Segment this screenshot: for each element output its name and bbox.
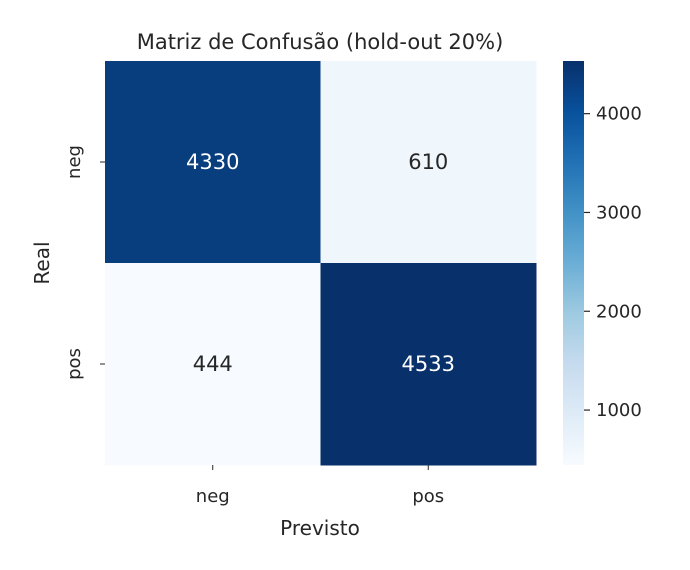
x-tick-label: pos bbox=[412, 486, 444, 507]
cell-value-label: 4533 bbox=[402, 352, 455, 376]
cell-value-label: 4330 bbox=[186, 150, 239, 174]
colorbar-tick-label: 1000 bbox=[596, 400, 642, 421]
heatmap-cells: 4330 610 444 4533 bbox=[105, 61, 537, 466]
x-tick-label: neg bbox=[196, 486, 230, 507]
colorbar-tick-label: 3000 bbox=[596, 202, 642, 223]
colorbar bbox=[563, 61, 584, 465]
x-axis-label: Previsto bbox=[280, 516, 360, 540]
y-tick-label: pos bbox=[64, 348, 85, 380]
y-tick-label: neg bbox=[64, 145, 85, 179]
y-axis-label: Real bbox=[30, 241, 54, 284]
colorbar-ticks: 1000 2000 3000 4000 bbox=[584, 104, 642, 421]
heatmap-cell-neg-pos bbox=[320, 61, 537, 264]
heatmap-cell-neg-neg bbox=[105, 61, 321, 264]
cell-value-label: 610 bbox=[408, 150, 448, 174]
heatmap-cell-pos-pos bbox=[320, 263, 537, 466]
colorbar-tick-label: 2000 bbox=[596, 301, 642, 322]
x-axis-ticks: neg pos bbox=[196, 465, 444, 507]
y-axis-ticks: neg pos bbox=[64, 145, 105, 380]
colorbar-tick-label: 4000 bbox=[596, 104, 642, 125]
heatmap-cell-pos-neg bbox=[105, 263, 321, 466]
chart-title: Matriz de Confusão (hold-out 20%) bbox=[137, 30, 504, 54]
cell-value-label: 444 bbox=[193, 352, 233, 376]
